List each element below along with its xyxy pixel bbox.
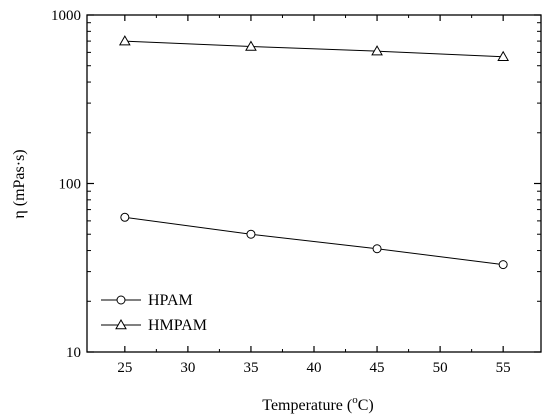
legend-label-hpam: HPAM [148, 292, 193, 309]
data-point-hmpam [118, 35, 131, 46]
y-tick-label: 10 [66, 345, 81, 361]
x-tick-label: 40 [307, 360, 322, 376]
x-tick-label: 30 [180, 360, 195, 376]
series-line-hmpam [124, 40, 504, 58]
y-axis: 10 100 1000 [51, 8, 541, 361]
x-axis-title-superscript: o [352, 394, 358, 406]
data-point-hmpam [497, 50, 510, 62]
data-point-hmpam [371, 45, 383, 56]
series-hpam [120, 212, 508, 270]
x-tick-label: 25 [117, 360, 132, 376]
series-line-hpam [124, 216, 504, 266]
x-tick-label: 35 [243, 360, 258, 376]
x-axis-title: Temperature (oC) [262, 394, 373, 414]
data-point-hpam [372, 244, 382, 254]
data-point-hpam [498, 260, 508, 270]
series-hmpam [118, 35, 510, 62]
x-tick-label: 55 [496, 360, 511, 376]
data-point-hmpam [245, 40, 257, 51]
legend-item-hpam: HPAM [101, 292, 193, 309]
y-tick-label: 1000 [51, 8, 81, 24]
data-point-hpam [246, 229, 256, 239]
y-tick-label: 100 [59, 177, 82, 193]
legend-label-hmpam: HMPAM [148, 317, 207, 334]
legend-item-hmpam: HMPAM [101, 317, 207, 334]
legend-marker-hpam [116, 295, 126, 305]
legend-marker-hmpam [115, 318, 127, 330]
legend: HPAM HMPAM [101, 292, 207, 334]
x-axis: 25 30 35 40 45 50 55 [117, 15, 511, 376]
x-tick-label: 50 [433, 360, 448, 376]
series-group [118, 35, 510, 270]
x-tick-label: 45 [370, 360, 385, 376]
data-point-hpam [120, 212, 130, 222]
y-axis-title: η (mPas·s) [11, 149, 28, 218]
